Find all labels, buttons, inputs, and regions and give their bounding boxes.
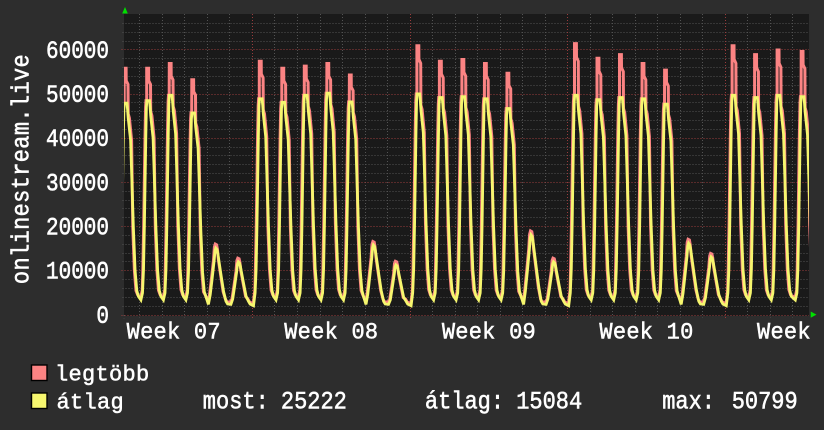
- svg-text:Week 07: Week 07: [127, 319, 221, 345]
- svg-text:30000: 30000: [46, 170, 109, 198]
- svg-text:Week 11: Week 11: [757, 319, 824, 345]
- svg-text:0: 0: [96, 302, 109, 330]
- svg-text:10000: 10000: [46, 258, 109, 286]
- svg-text:50000: 50000: [46, 81, 109, 109]
- svg-text:20000: 20000: [46, 214, 109, 242]
- svg-text:most:: most:: [203, 390, 269, 417]
- svg-text:átlag:: átlag:: [425, 390, 504, 417]
- svg-text:Week 10: Week 10: [599, 319, 693, 345]
- svg-text:25222: 25222: [281, 390, 347, 417]
- svg-text:átlag: átlag: [57, 391, 125, 416]
- svg-text:60000: 60000: [46, 37, 109, 65]
- svg-text:onlinestream.live: onlinestream.live: [8, 54, 37, 284]
- svg-text:max:: max:: [662, 390, 715, 417]
- svg-text:Week 09: Week 09: [442, 319, 536, 345]
- svg-text:Week 08: Week 08: [284, 319, 378, 345]
- svg-text:50799: 50799: [732, 390, 798, 417]
- svg-text:15084: 15084: [516, 390, 582, 417]
- svg-text:40000: 40000: [46, 126, 109, 154]
- svg-text:legtöbb: legtöbb: [55, 363, 150, 388]
